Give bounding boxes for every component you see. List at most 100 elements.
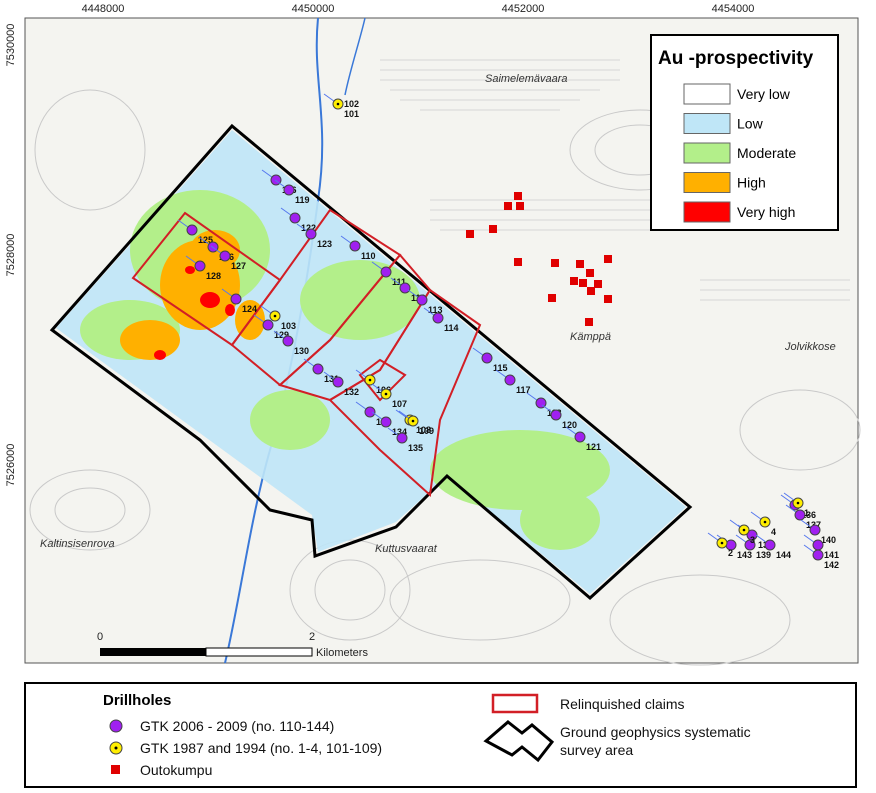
drillhole-dot	[273, 314, 277, 318]
drillhole-label: 107	[392, 399, 407, 409]
drillhole	[349, 240, 361, 252]
legend-swatch	[683, 142, 731, 164]
place-name: Kämppä	[570, 331, 611, 343]
survey-area	[49, 123, 693, 600]
drillhole-dot	[336, 102, 340, 106]
drillhole	[809, 524, 821, 536]
drillhole-label: 144	[776, 550, 791, 560]
very-high-zone	[185, 266, 195, 274]
drillhole	[574, 431, 586, 443]
legend-item: GTK 2006 - 2009 (no. 110-144)	[140, 718, 334, 734]
relinquished-claims	[131, 208, 482, 498]
outokumpu-hole	[551, 259, 559, 267]
drillhole-label: 109	[419, 426, 434, 436]
contours	[29, 89, 861, 666]
drillhole-label: 122	[301, 223, 316, 233]
drillhole-dot	[384, 392, 388, 396]
legend-item: Outokumpu	[140, 762, 212, 778]
drillhole-label: 136	[801, 510, 816, 520]
moderate-zone	[300, 260, 420, 340]
outokumpu-hole	[586, 269, 594, 277]
drillhole-label: 142	[824, 560, 839, 570]
drillhole	[416, 294, 428, 306]
outokumpu-hole	[576, 260, 584, 268]
scale-unit: Kilometers	[316, 647, 368, 659]
drillhole	[504, 374, 516, 386]
legend-label: Very low	[737, 86, 791, 102]
drillhole	[219, 250, 231, 262]
drillhole	[332, 376, 344, 388]
scale-bar: 0 2 Kilometers	[97, 631, 369, 659]
drillhole-label: 4	[771, 527, 776, 537]
legend-item: Relinquished claims	[560, 696, 685, 712]
legend-item: survey area	[560, 742, 633, 758]
drillhole-label: 141	[824, 550, 839, 560]
high-zone	[120, 320, 180, 360]
outokumpu-holes	[466, 192, 612, 326]
drillhole-label: 102	[344, 99, 359, 109]
scale-label: 0	[97, 631, 103, 643]
drillhole-label: 121	[586, 442, 601, 452]
legend-swatch	[683, 172, 731, 193]
y-coordinate: 7528000	[5, 234, 17, 277]
legend-label: Very high	[737, 204, 795, 220]
drillhole-label: 101	[344, 109, 359, 119]
x-coordinate: 4448000	[82, 3, 125, 15]
drillhole	[744, 539, 756, 551]
drillhole-label: 1	[804, 508, 809, 518]
drillhole	[380, 416, 392, 428]
legend-label: High	[737, 175, 766, 191]
drillhole	[812, 549, 824, 561]
drillholes: 1161191251261271281221231101241111121131…	[177, 93, 839, 570]
drillhole	[283, 184, 295, 196]
drillhole-label: 127	[231, 261, 246, 271]
drillhole	[282, 335, 294, 347]
legend-swatch	[683, 83, 731, 105]
drillhole-label: 110	[361, 251, 376, 261]
drillhole-label: 143	[737, 550, 752, 560]
outokumpu-hole	[514, 258, 522, 266]
drillhole	[812, 539, 824, 551]
drillhole-label: 115	[493, 363, 508, 373]
drillhole-dot	[763, 520, 767, 524]
legend-label: Moderate	[737, 145, 796, 161]
drillhole	[289, 212, 301, 224]
place-name: Jolvikkose	[784, 341, 836, 353]
legend-swatch	[683, 113, 731, 134]
prospectivity-legend: Au -prospectivity Very low Low Moderate Hig…	[650, 34, 839, 231]
drillhole-label: 131	[324, 374, 339, 384]
legend-label: Low	[737, 116, 764, 132]
marsh-hatching	[380, 59, 850, 301]
drillhole	[230, 293, 242, 305]
x-coordinate: 4454000	[712, 3, 755, 15]
drillhole	[550, 409, 562, 421]
coordinates: 4448000 4450000 4452000 4454000 7530000 75280…	[5, 3, 754, 486]
very-high-zone	[225, 304, 235, 316]
drillhole-label: 130	[294, 346, 309, 356]
drillhole-label: 119	[295, 195, 310, 205]
moderate-zone	[430, 430, 610, 510]
outokumpu-hole	[514, 192, 522, 200]
drillhole-label: 108	[416, 425, 431, 435]
drillhole-label: 135	[408, 443, 423, 453]
drillhole-dot	[411, 419, 415, 423]
drillhole-label: 120	[562, 420, 577, 430]
outokumpu-hole	[489, 225, 497, 233]
drillhole	[194, 260, 206, 272]
drillhole	[481, 352, 493, 364]
outokumpu-hole	[579, 279, 587, 287]
moderate-zone	[520, 490, 600, 550]
outokumpu-hole	[604, 295, 612, 303]
x-coordinate: 4450000	[292, 3, 335, 15]
drillhole-dot	[720, 541, 724, 545]
drillhole-label: 124	[242, 304, 257, 314]
outokumpu-hole	[570, 277, 578, 285]
outokumpu-hole	[504, 202, 512, 210]
legend-swatch	[683, 201, 731, 223]
drillhole-label: 113	[428, 305, 443, 315]
drillhole-dot	[368, 378, 372, 382]
outokumpu-hole	[548, 294, 556, 302]
drillhole	[396, 432, 408, 444]
legend-title: Au -prospectivity	[658, 48, 814, 69]
